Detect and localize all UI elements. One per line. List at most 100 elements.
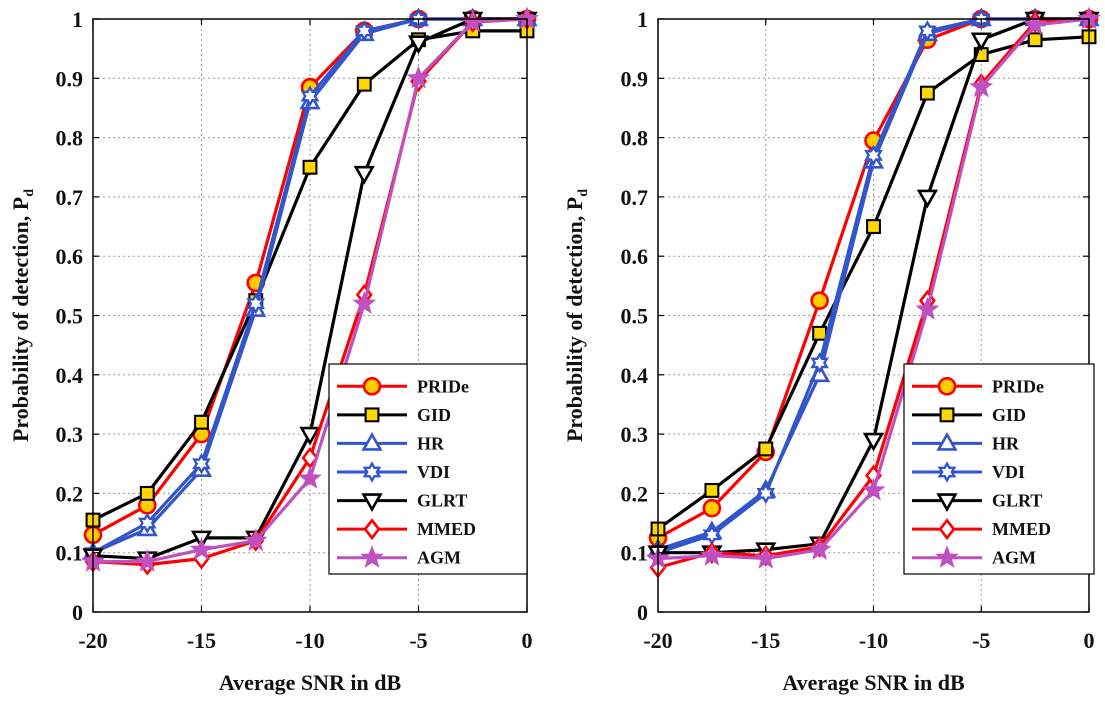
data-point-gid [758, 441, 774, 457]
legend-label: MMED [417, 519, 476, 539]
legend-marker [361, 431, 383, 451]
legend-item-pride: PRIDe [912, 376, 1044, 396]
data-point-agm [753, 546, 778, 569]
legend-item-agm: AGM [912, 545, 1036, 568]
x-tick-label: -15 [187, 628, 216, 653]
data-point-agm [1023, 12, 1048, 36]
x-tick-label: -5 [409, 628, 427, 653]
legend-item-glrt: GLRT [337, 491, 467, 513]
data-point-gid [139, 485, 155, 501]
data-point-gid [194, 414, 209, 430]
y-tick-label: 0 [637, 600, 648, 625]
legend-item-pride: PRIDe [337, 376, 469, 396]
legend-item-vdi: VDI [337, 461, 450, 483]
y-tick-label: 0.7 [56, 185, 84, 210]
data-point-glrt [970, 32, 992, 52]
data-point-agm [807, 537, 832, 560]
x-axis-label: Average SNR in dB [782, 670, 965, 695]
y-tick-label: 0.8 [56, 126, 84, 151]
legend-label: HR [417, 433, 445, 453]
legend-item-vdi: VDI [912, 461, 1025, 483]
x-axis-label: Average SNR in dB [219, 670, 402, 695]
data-point-gid [1027, 32, 1043, 48]
legend-label: VDI [992, 462, 1025, 482]
data-point-glrt [862, 432, 885, 452]
y-tick-label: 0.4 [621, 363, 649, 388]
chart-right: -20 -15 -10 -5 0 0 0.1 0.2 0.3 0.4 0.5 0.6 0.7 0.8 0.9… [562, 6, 1101, 695]
x-tick-label: -20 [643, 628, 672, 653]
y-axis-label-text: Probability of detection, P [8, 197, 33, 442]
x-tick-label: -5 [972, 628, 990, 653]
legend-marker [936, 431, 958, 451]
legend-marker [935, 545, 959, 568]
data-point-vdi [246, 292, 266, 315]
ticks: -20 -15 -10 -5 0 0 0.1 0.2 0.3 0.4 0.5 0.6 0.7 0.8 0.9… [621, 7, 1095, 653]
legend-item-gid: GID [912, 405, 1026, 425]
data-point-pride [702, 498, 722, 518]
x-tick-label: -10 [859, 628, 888, 653]
x-tick-label: -10 [295, 628, 324, 653]
y-tick-label: 0.8 [621, 126, 649, 151]
legend-label: GLRT [417, 491, 467, 511]
y-tick-label: 0.2 [621, 481, 649, 506]
data-point-glrt [916, 189, 939, 209]
y-tick-label: 0.6 [56, 244, 84, 269]
legend-label: AGM [417, 548, 461, 568]
y-tick-label: 0.9 [621, 66, 649, 91]
y-tick-label: 0.7 [621, 185, 649, 210]
legend-label: GLRT [992, 491, 1042, 511]
y-axis-label: Probability of detection, Pd [8, 189, 37, 442]
legend-label: HR [992, 433, 1020, 453]
legend-label: PRIDe [417, 376, 469, 396]
x-tick-label: 0 [522, 628, 533, 653]
y-axis-label-subscript: d [576, 189, 591, 197]
y-tick-label: 0.2 [56, 481, 84, 506]
data-point-agm [298, 466, 322, 489]
y-tick-label: 0.5 [621, 304, 649, 329]
y-tick-label: 1 [72, 7, 83, 32]
y-tick-label: 0.9 [56, 66, 84, 91]
legend-label: PRIDe [992, 376, 1044, 396]
data-point-vdi [300, 85, 320, 107]
legend-item-hr: HR [337, 431, 445, 453]
legend-marker [937, 376, 957, 396]
data-point-agm [352, 291, 377, 314]
legend-marker [364, 407, 380, 423]
data-point-glrt [353, 165, 375, 185]
legend-marker [363, 518, 381, 541]
y-axis-label-text: Probability of detection, P [562, 197, 587, 442]
data-point-vdi [756, 482, 776, 505]
legend-marker [362, 376, 382, 396]
y-tick-label: 1 [637, 7, 648, 32]
y-tick-label: 0.5 [56, 304, 84, 329]
y-axis-label: Probability of detection, Pd [562, 189, 591, 442]
y-tick-label: 0.1 [56, 541, 84, 566]
y-tick-label: 0.3 [56, 422, 84, 447]
legend-marker [939, 407, 955, 423]
data-point-vdi [192, 453, 211, 475]
data-point-agm [699, 543, 724, 566]
data-point-gid [866, 219, 881, 234]
legend-item-mmed: MMED [912, 518, 1051, 541]
data-point-gid [704, 482, 720, 498]
data-point-gid [302, 159, 318, 175]
legend-item-hr: HR [912, 431, 1020, 453]
data-point-agm [406, 65, 431, 89]
legend-item-mmed: MMED [337, 518, 476, 541]
x-tick-label: -15 [751, 628, 780, 653]
data-point-gid [356, 76, 372, 92]
data-point-gid [812, 325, 828, 341]
legend-label: GID [992, 405, 1026, 425]
data-point-glrt [299, 426, 321, 446]
ticks: -20 -15 -10 -5 0 0 0.1 0.2 0.3 0.4 0.5 0.6 0.7 0.8 0.9… [56, 7, 533, 653]
legend-marker [362, 461, 382, 483]
legend-item-gid: GID [337, 405, 451, 425]
legend-item-glrt: GLRT [912, 491, 1042, 513]
data-point-vdi [137, 512, 157, 534]
legend: PRIDe GID HR VDI GLRT MMED AGM [903, 363, 1095, 575]
legend-marker [361, 493, 383, 513]
legend-label: VDI [417, 462, 450, 482]
data-point-agm [243, 528, 268, 552]
legend-item-agm: AGM [337, 545, 461, 568]
